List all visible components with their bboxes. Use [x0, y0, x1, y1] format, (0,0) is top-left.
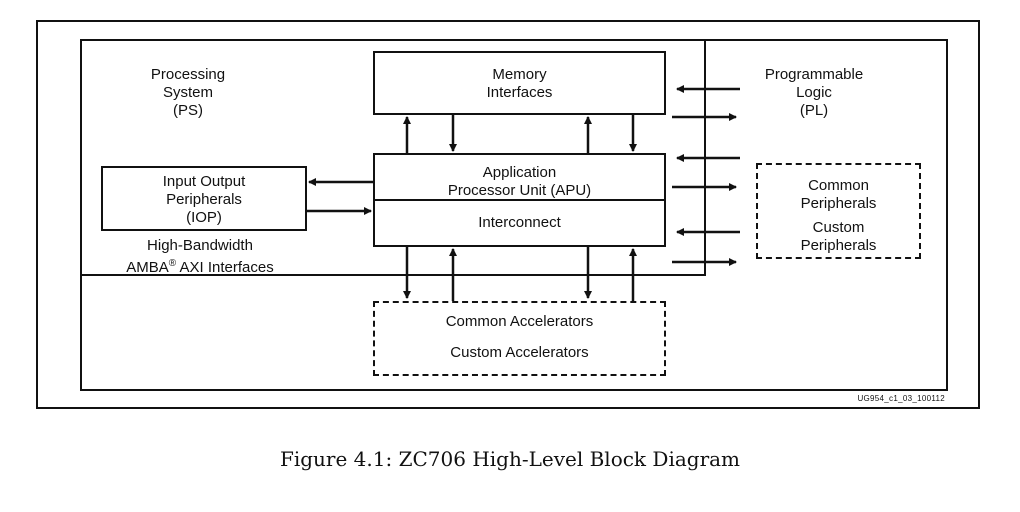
apu-divider	[373, 199, 666, 201]
custom-accelerators-label: Custom Accelerators	[450, 344, 589, 361]
accelerators-block	[373, 301, 666, 376]
amba-axi-label: High-Bandwidth AMBA® AXI Interfaces	[84, 237, 316, 277]
custom-peripherals-label: Custom Peripherals	[800, 219, 877, 254]
iop-block	[101, 166, 307, 231]
iop-label: Input Output Peripherals (IOP)	[162, 173, 246, 226]
memory-interfaces-label: Memory Interfaces	[486, 66, 553, 101]
ps-label: Processing System (PS)	[150, 66, 226, 119]
figure-frame	[36, 20, 980, 409]
registered-mark: ®	[168, 258, 177, 269]
common-accelerators-label: Common Accelerators	[445, 313, 594, 330]
pl-label: Programmable Logic (PL)	[764, 66, 864, 119]
figure-id: UG954_c1_03_100112	[857, 394, 945, 403]
amba-line-2-suffix: AXI Interfaces	[176, 259, 274, 276]
amba-line-2: AMBA® AXI Interfaces	[84, 255, 316, 277]
memory-interfaces-block	[373, 51, 666, 115]
amba-line-1: High-Bandwidth	[147, 237, 253, 254]
peripherals-block	[756, 163, 921, 259]
common-peripherals-label: Common Peripherals	[800, 177, 877, 212]
figure-caption: Figure 4.1: ZC706 High-Level Block Diagr…	[279, 447, 741, 471]
amba-line-2-prefix: AMBA	[126, 259, 169, 276]
apu-label: Application Processor Unit (APU)	[447, 164, 592, 199]
interconnect-label: Interconnect	[478, 214, 561, 231]
